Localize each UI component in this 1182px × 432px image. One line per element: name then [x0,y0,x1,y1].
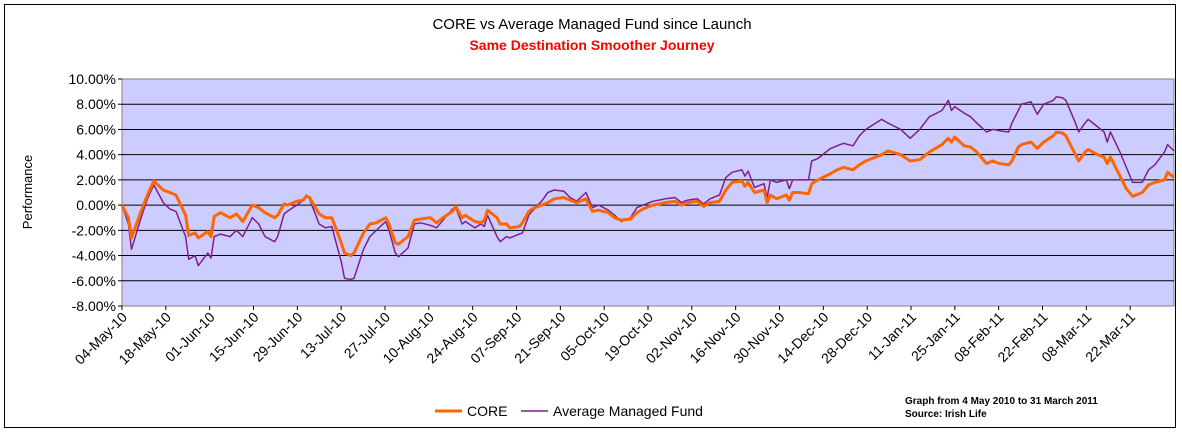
y-tick-label: 4.00% [76,147,116,163]
y-tick-label: 6.00% [76,121,116,137]
y-tick-label: -4.00% [72,248,116,264]
plot-area [121,78,1175,307]
legend: CORE Average Managed Fund [435,403,703,419]
y-tick-label: -6.00% [72,273,116,289]
y-tick-label: -8.00% [72,298,116,314]
legend-amf-label: Average Managed Fund [553,403,703,419]
series-lines [120,95,1175,281]
y-axis-label: Performance [20,155,35,229]
note-line-2: Source: Irish Life [905,409,987,420]
series-line-core [120,130,1175,258]
y-tick-label: 10.00% [69,71,116,87]
y-tick-label: 0.00% [76,197,116,213]
chart-title: CORE vs Average Managed Fund since Launc… [432,16,751,33]
x-tick-label: 13-Jul-10 [297,309,350,362]
y-tick-label: 2.00% [76,172,116,188]
y-tick-label: 8.00% [76,96,116,112]
chart-subtitle: Same Destination Smoother Journey [469,37,714,53]
note-line-1: Graph from 4 May 2010 to 31 March 2011 [905,396,1098,407]
y-tick-label: -2.00% [72,222,116,238]
y-axis-ticks: 10.00% 8.00% 6.00% 4.00% 2.00% 0.00% -2.00% -4.… [69,71,122,314]
x-axis-ticks: 04-May-1018-May-1001-Jun-1015-Jun-1029-J… [71,306,1138,367]
legend-core-label: CORE [467,403,507,419]
